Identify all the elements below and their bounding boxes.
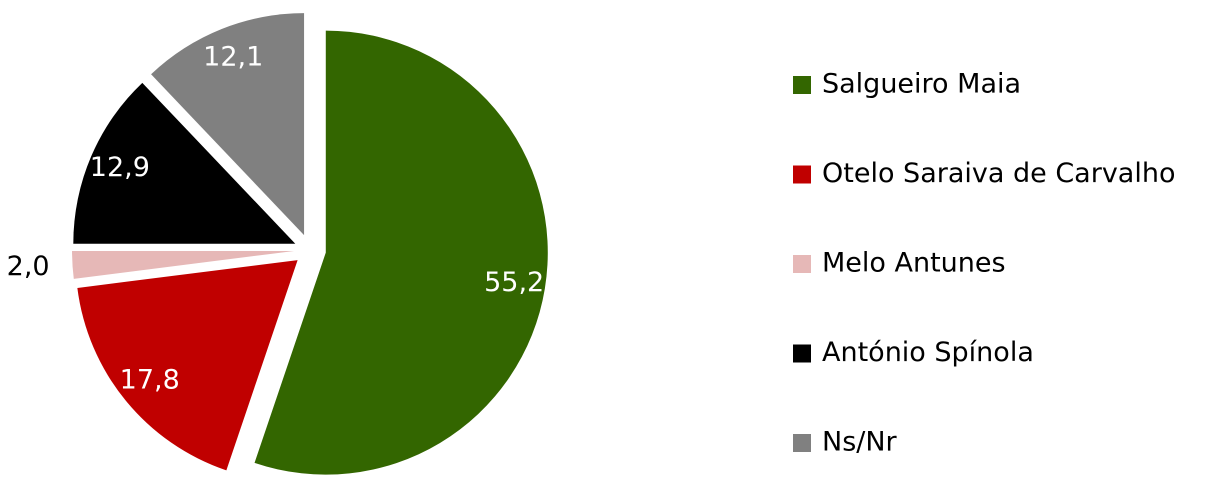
data-label: 17,8 (120, 364, 180, 395)
data-label: 2,0 (7, 251, 50, 282)
data-label: 12,1 (203, 41, 263, 72)
legend-label: Melo Antunes (822, 248, 1006, 279)
data-label: 55,2 (484, 267, 544, 298)
data-label: 12,9 (90, 152, 150, 183)
legend-label: Ns/Nr (822, 427, 898, 458)
legend-label: António Spínola (822, 337, 1034, 368)
pie-slice (254, 30, 548, 475)
legend-swatch (793, 165, 811, 184)
legend-swatch (793, 344, 811, 363)
pie-slice (73, 82, 296, 244)
pie-slice (151, 13, 305, 236)
legend-label: Otelo Saraiva de Carvalho (822, 158, 1175, 189)
legend-swatch (793, 255, 811, 273)
legend-swatch (793, 434, 811, 452)
legend-label: Salgueiro Maia (822, 69, 1021, 100)
pie-slice (77, 260, 298, 471)
pie-slice (72, 251, 295, 279)
legend-swatch (793, 76, 811, 94)
